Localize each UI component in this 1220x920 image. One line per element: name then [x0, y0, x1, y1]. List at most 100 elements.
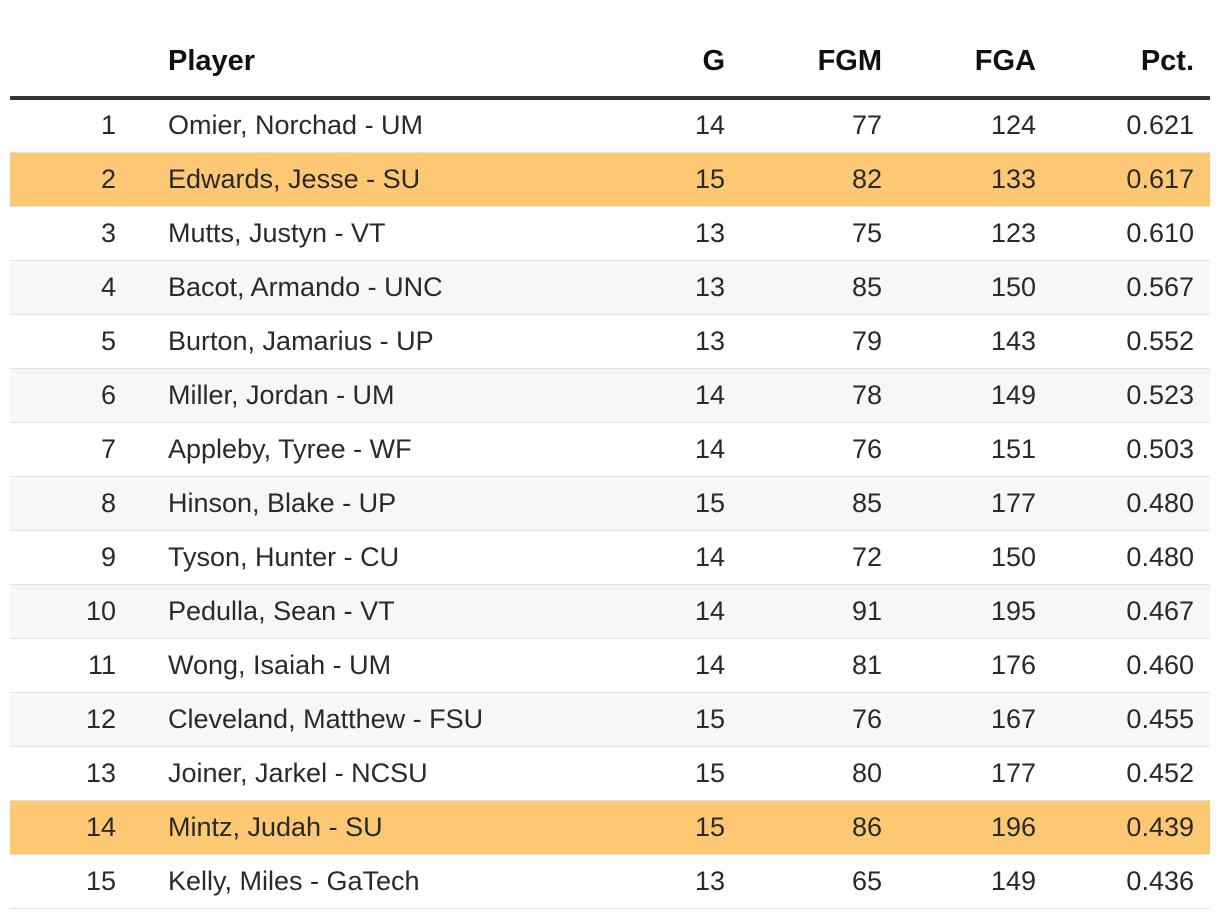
header-fgm[interactable]: FGM	[725, 0, 882, 100]
table-row: 10 Pedulla, Sean - VT 14 91 195 0.467	[10, 584, 1210, 639]
table-header: Player G FGM FGA Pct.	[10, 0, 1210, 100]
header-player[interactable]: Player	[130, 0, 550, 100]
header-pct[interactable]: Pct.	[1036, 0, 1210, 100]
cell-rank: 3	[10, 206, 130, 261]
table-row: 8 Hinson, Blake - UP 15 85 177 0.480	[10, 476, 1210, 531]
cell-pct: 0.460	[1036, 638, 1210, 693]
header-rank[interactable]	[10, 0, 130, 100]
cell-player: Tyson, Hunter - CU	[130, 530, 550, 585]
cell-games: 15	[550, 692, 725, 747]
cell-fgm: 85	[725, 476, 882, 531]
cell-rank: 11	[10, 638, 130, 693]
cell-pct: 0.503	[1036, 422, 1210, 477]
cell-player: Miller, Jordan - UM	[130, 368, 550, 423]
cell-fga: 133	[882, 152, 1036, 207]
cell-fga: 176	[882, 638, 1036, 693]
cell-rank: 13	[10, 746, 130, 801]
cell-games: 14	[550, 368, 725, 423]
cell-fgm: 76	[725, 422, 882, 477]
cell-player: Kelly, Miles - GaTech	[130, 854, 550, 909]
cell-games: 15	[550, 800, 725, 855]
cell-games: 13	[550, 314, 725, 369]
cell-rank: 7	[10, 422, 130, 477]
cell-pct: 0.552	[1036, 314, 1210, 369]
cell-fgm: 86	[725, 800, 882, 855]
cell-pct: 0.621	[1036, 98, 1210, 153]
cell-fgm: 75	[725, 206, 882, 261]
table-row-highlighted: 14 Mintz, Judah - SU 15 86 196 0.439	[10, 800, 1210, 855]
cell-games: 14	[550, 422, 725, 477]
table-row: 13 Joiner, Jarkel - NCSU 15 80 177 0.452	[10, 746, 1210, 801]
cell-fgm: 77	[725, 98, 882, 153]
cell-rank: 1	[10, 98, 130, 153]
cell-rank: 9	[10, 530, 130, 585]
cell-fga: 151	[882, 422, 1036, 477]
header-row: Player G FGM FGA Pct.	[10, 0, 1210, 100]
stats-table-container: Player G FGM FGA Pct. 1 Omier, Norchad -…	[10, 0, 1210, 909]
cell-fga: 123	[882, 206, 1036, 261]
cell-player: Cleveland, Matthew - FSU	[130, 692, 550, 747]
cell-rank: 14	[10, 800, 130, 855]
cell-pct: 0.480	[1036, 476, 1210, 531]
cell-player: Joiner, Jarkel - NCSU	[130, 746, 550, 801]
table-body: 1 Omier, Norchad - UM 14 77 124 0.621 2 …	[10, 98, 1210, 909]
table-row: 3 Mutts, Justyn - VT 13 75 123 0.610	[10, 206, 1210, 261]
cell-fgm: 80	[725, 746, 882, 801]
cell-player: Mintz, Judah - SU	[130, 800, 550, 855]
cell-pct: 0.567	[1036, 260, 1210, 315]
table-row: 1 Omier, Norchad - UM 14 77 124 0.621	[10, 98, 1210, 153]
cell-fga: 195	[882, 584, 1036, 639]
cell-player: Omier, Norchad - UM	[130, 98, 550, 153]
cell-fga: 149	[882, 368, 1036, 423]
cell-pct: 0.610	[1036, 206, 1210, 261]
table-row: 5 Burton, Jamarius - UP 13 79 143 0.552	[10, 314, 1210, 369]
cell-fga: 143	[882, 314, 1036, 369]
cell-rank: 2	[10, 152, 130, 207]
cell-fga: 177	[882, 476, 1036, 531]
cell-games: 15	[550, 152, 725, 207]
cell-fga: 167	[882, 692, 1036, 747]
cell-fga: 150	[882, 260, 1036, 315]
cell-pct: 0.452	[1036, 746, 1210, 801]
cell-fga: 124	[882, 98, 1036, 153]
cell-games: 13	[550, 260, 725, 315]
cell-rank: 12	[10, 692, 130, 747]
cell-player: Mutts, Justyn - VT	[130, 206, 550, 261]
cell-games: 14	[550, 584, 725, 639]
cell-pct: 0.439	[1036, 800, 1210, 855]
cell-games: 15	[550, 746, 725, 801]
cell-rank: 5	[10, 314, 130, 369]
cell-player: Wong, Isaiah - UM	[130, 638, 550, 693]
table-row-highlighted: 2 Edwards, Jesse - SU 15 82 133 0.617	[10, 152, 1210, 207]
header-games[interactable]: G	[550, 0, 725, 100]
cell-player: Bacot, Armando - UNC	[130, 260, 550, 315]
table-row: 9 Tyson, Hunter - CU 14 72 150 0.480	[10, 530, 1210, 585]
cell-pct: 0.523	[1036, 368, 1210, 423]
cell-fga: 177	[882, 746, 1036, 801]
cell-fgm: 78	[725, 368, 882, 423]
cell-rank: 15	[10, 854, 130, 909]
cell-fgm: 81	[725, 638, 882, 693]
cell-pct: 0.617	[1036, 152, 1210, 207]
cell-games: 13	[550, 854, 725, 909]
cell-pct: 0.480	[1036, 530, 1210, 585]
cell-fgm: 65	[725, 854, 882, 909]
table-row: 7 Appleby, Tyree - WF 14 76 151 0.503	[10, 422, 1210, 477]
field-goal-leaders-table: Player G FGM FGA Pct. 1 Omier, Norchad -…	[10, 0, 1210, 909]
cell-fgm: 85	[725, 260, 882, 315]
cell-player: Burton, Jamarius - UP	[130, 314, 550, 369]
cell-games: 15	[550, 476, 725, 531]
cell-pct: 0.436	[1036, 854, 1210, 909]
cell-player: Pedulla, Sean - VT	[130, 584, 550, 639]
cell-rank: 10	[10, 584, 130, 639]
cell-fgm: 91	[725, 584, 882, 639]
cell-games: 14	[550, 98, 725, 153]
cell-fga: 150	[882, 530, 1036, 585]
table-row: 4 Bacot, Armando - UNC 13 85 150 0.567	[10, 260, 1210, 315]
cell-player: Edwards, Jesse - SU	[130, 152, 550, 207]
cell-fgm: 79	[725, 314, 882, 369]
header-fga[interactable]: FGA	[882, 0, 1036, 100]
cell-pct: 0.467	[1036, 584, 1210, 639]
cell-games: 13	[550, 206, 725, 261]
cell-rank: 4	[10, 260, 130, 315]
